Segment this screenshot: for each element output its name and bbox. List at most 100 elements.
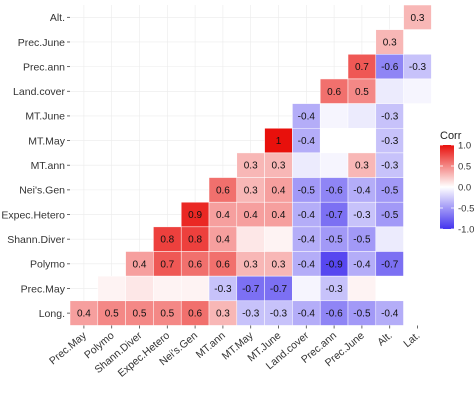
cell-value-label: 0.4 [244, 210, 258, 221]
legend-tick-label: 1.0 [458, 140, 471, 151]
cell-value-label: -0.5 [353, 235, 371, 246]
x-tick-label: Lat. [401, 330, 422, 350]
cell-value-label: -0.3 [353, 210, 371, 221]
heatmap-cell [347, 78, 377, 104]
cell-value-label: 0.8 [188, 235, 202, 246]
heatmap-cell [236, 201, 265, 228]
x-tick-label: Alt. [375, 330, 394, 349]
heatmap-cell [375, 201, 404, 228]
cell-value-label: -0.4 [298, 309, 316, 320]
legend-tick-label: 0.5 [458, 161, 471, 172]
cell-value-label: 0.3 [244, 161, 258, 172]
heatmap-cell [319, 251, 349, 277]
cell-value-label: -0.4 [353, 185, 371, 196]
heatmap-cell [292, 251, 321, 277]
legend-title: Corr [440, 130, 462, 142]
heatmap-cell [375, 103, 404, 129]
y-tick-label: Prec.June [18, 37, 65, 49]
cell-value-label: 0.6 [188, 259, 202, 270]
heatmap-cell [69, 300, 99, 326]
cell-value-label: 0.3 [272, 259, 286, 270]
heatmap-cell [403, 54, 432, 80]
cell-value-label: -0.6 [325, 309, 343, 320]
legend-color-bar [440, 145, 454, 229]
heatmap-cell [347, 54, 377, 80]
heatmap-cell [292, 275, 321, 302]
cell-value-label: -0.7 [325, 210, 343, 221]
heatmap-cell [347, 201, 377, 228]
cell-value-labels: 0.3 0.3 0.7 -0.6 -0.3 0.6 0.5 -0.4 -0.3 1 -0.4 -0.3… [77, 13, 427, 320]
heatmap-cells [69, 4, 432, 326]
y-tick-label: Prec.May [21, 283, 66, 295]
cell-value-label: -0.5 [381, 185, 399, 196]
heatmap-cell [264, 226, 293, 252]
heatmap-cell [153, 300, 182, 326]
heatmap-cell [403, 103, 432, 129]
cell-value-label: 1 [276, 136, 282, 147]
heatmap-cell [403, 29, 432, 55]
heatmap-cell [180, 300, 210, 326]
heatmap-cell [403, 78, 432, 104]
heatmap-cell [180, 275, 210, 302]
cell-value-label: 0.3 [355, 161, 369, 172]
y-tick-label: Expec.Hetero [1, 209, 65, 221]
heatmap-cell [403, 201, 432, 228]
cell-value-label: 0.4 [216, 235, 230, 246]
heatmap-cell [264, 177, 293, 203]
y-tick-label: Shann.Diver [7, 234, 65, 246]
cell-value-label: 0.9 [188, 210, 202, 221]
cell-value-label: -0.3 [242, 309, 260, 320]
x-axis: Prec.MayPolymoShann.DiverExpec.HeteroNei… [47, 325, 422, 380]
heatmap-cell [292, 103, 321, 129]
cell-value-label: -0.7 [242, 284, 260, 295]
y-tick-label: Land.cover [13, 86, 65, 98]
cell-value-label: -0.4 [298, 235, 316, 246]
heatmap-cell [236, 226, 265, 252]
cell-value-label: 0.3 [244, 259, 258, 270]
cell-value-label: -0.3 [325, 284, 343, 295]
heatmap-cell [347, 251, 377, 277]
y-tick-label: Polymo [30, 259, 65, 271]
cell-value-label: 0.3 [216, 309, 230, 320]
cell-value-label: -0.4 [353, 259, 371, 270]
legend-tick-label: -0.5 [458, 203, 474, 214]
heatmap-cell [180, 226, 210, 252]
heatmap-cell [347, 300, 377, 326]
heatmap-cell [347, 177, 377, 203]
y-tick-label: Nei's.Gen [19, 185, 65, 197]
heatmap-cell [347, 226, 377, 252]
heatmap-cell [319, 103, 349, 129]
heatmap-cell [236, 152, 265, 178]
cell-value-label: 0.5 [105, 309, 119, 320]
heatmap-cell [292, 128, 321, 154]
y-tick-label: Long. [39, 308, 65, 320]
cell-value-label: 0.5 [133, 309, 147, 320]
heatmap-cell [208, 226, 238, 252]
y-tick-label: Prec.ann [23, 61, 65, 73]
heatmap-cell [292, 201, 321, 228]
cell-value-label: -0.3 [381, 111, 399, 122]
cell-value-label: 0.4 [133, 259, 147, 270]
heatmap-cell [347, 103, 377, 129]
heatmap-cell [97, 300, 126, 326]
heatmap-cell [403, 275, 432, 302]
heatmap-cell [125, 300, 154, 326]
cell-value-label: 0.7 [355, 62, 369, 73]
cell-value-label: 0.4 [272, 185, 286, 196]
heatmap-cell [403, 251, 432, 277]
heatmap-cell [236, 300, 265, 326]
heatmap-cell [319, 300, 349, 326]
heatmap-cell [375, 29, 404, 55]
cell-value-label: 0.3 [411, 13, 425, 24]
heatmap-cell [319, 152, 349, 178]
heatmap-cell [125, 275, 154, 302]
heatmap-cell [375, 78, 404, 104]
heatmap-cell [264, 300, 293, 326]
cell-value-label: 0.5 [160, 309, 174, 320]
heatmap-cell [180, 201, 210, 228]
cell-value-label: -0.3 [409, 62, 427, 73]
heatmap-cell [292, 300, 321, 326]
cell-value-label: -0.4 [298, 210, 316, 221]
cell-value-label: -0.4 [298, 136, 316, 147]
cell-value-label: -0.4 [298, 259, 316, 270]
